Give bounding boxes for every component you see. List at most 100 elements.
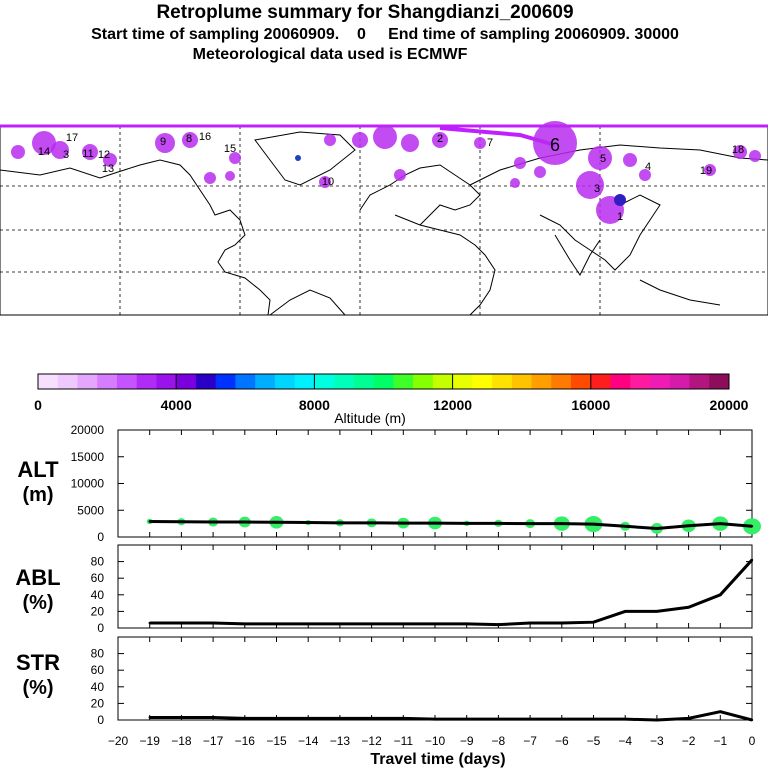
plume-label: 7 <box>487 137 493 149</box>
plume-marker <box>432 132 448 148</box>
x-tick-label: −17 <box>203 734 224 748</box>
plume-marker <box>103 153 117 167</box>
plume-marker-high <box>614 194 626 206</box>
colorbar-swatch <box>373 374 394 389</box>
plume-marker <box>51 141 69 159</box>
panel-alt: 0 5000 10000 15000 20000 ALT(m) <box>17 423 761 544</box>
colorbar-swatch <box>294 374 315 389</box>
colorbar-swatch <box>274 374 296 389</box>
colorbar-tick-label: 16000 <box>571 397 610 413</box>
x-tick-label: −20 <box>108 734 129 748</box>
panel-frame <box>117 544 753 629</box>
x-tick-label: −16 <box>235 734 256 748</box>
colorbar-swatch <box>452 374 473 389</box>
panel-label: STR <box>16 650 60 675</box>
x-tick-label: −3 <box>650 734 664 748</box>
y-tick-label: 10000 <box>71 477 105 491</box>
plume-label: 5 <box>600 153 606 165</box>
plume-markers: 14 3 11 12 17 13 9 8 15 16 10 7 2 6 5 3 4 1 19 18 <box>11 121 761 224</box>
chart-title: Retroplume summary for Shangdianzi_20060… <box>156 2 574 23</box>
data-point <box>750 718 754 722</box>
colorbar-swatch <box>630 374 651 389</box>
plume-marker <box>704 164 716 176</box>
y-tick-label: 0 <box>97 621 104 635</box>
plume-label: 6 <box>550 135 560 155</box>
plume-label: 9 <box>160 136 166 148</box>
plume-marker <box>155 133 175 153</box>
panel-frame <box>117 636 753 721</box>
y-tick-label: 80 <box>91 555 105 569</box>
plume-marker <box>394 169 406 181</box>
data-point <box>148 716 151 719</box>
data-point <box>370 622 373 626</box>
data-point <box>687 606 690 609</box>
colorbar-tick-label: 0 <box>34 397 42 413</box>
plume-marker <box>352 132 368 148</box>
data-point <box>719 710 722 713</box>
plume-label: 3 <box>63 149 69 161</box>
data-point <box>687 524 690 527</box>
plume-marker <box>373 125 397 149</box>
colorbar-swatch <box>156 374 177 389</box>
x-tick-label: −1 <box>713 734 727 748</box>
plume-label: 15 <box>224 143 236 155</box>
plume-marker <box>749 150 761 162</box>
colorbar-swatch <box>511 374 533 389</box>
data-point <box>180 716 183 719</box>
plume-marker <box>576 171 604 199</box>
data-point <box>719 522 722 525</box>
data-point <box>497 522 500 525</box>
plume-label: 18 <box>732 144 744 156</box>
data-point <box>148 621 151 625</box>
colorbar-swatch <box>669 374 691 389</box>
colorbar-swatch <box>472 374 493 389</box>
x-tick-label: −15 <box>266 734 287 748</box>
data-point <box>465 522 468 525</box>
plume-marker-high <box>295 155 301 161</box>
data-point <box>338 521 342 525</box>
data-point <box>560 621 563 625</box>
colorbar-swatch <box>650 374 671 389</box>
data-point <box>624 610 627 613</box>
colorbar-tick-label: 8000 <box>299 397 330 413</box>
data-point <box>211 621 215 625</box>
colorbar-swatch <box>235 374 256 389</box>
x-axis-label: Travel time (days) <box>370 751 505 768</box>
colorbar-swatch <box>590 374 612 389</box>
plume-marker <box>182 132 198 148</box>
plume-marker <box>319 176 331 188</box>
x-tick-label: −4 <box>618 734 632 748</box>
data-point <box>497 623 500 626</box>
coast-south-america <box>269 289 346 316</box>
x-tick-label: −8 <box>492 734 506 748</box>
colorbar-tick-label: 12000 <box>433 397 472 413</box>
data-point <box>338 622 342 626</box>
plume-label: 1 <box>617 211 623 223</box>
data-point <box>402 521 405 525</box>
data-point <box>275 622 278 626</box>
y-tick-label: 20000 <box>71 423 105 437</box>
data-point <box>243 622 246 626</box>
colorbar-swatch <box>57 374 78 389</box>
x-tick-label: −14 <box>298 734 319 748</box>
data-point <box>211 520 215 524</box>
x-tick-label: −13 <box>330 734 351 748</box>
colorbar-swatch <box>334 374 355 389</box>
coast-europe <box>359 164 481 226</box>
coast-africa <box>394 214 496 316</box>
colorbar-swatch <box>195 374 217 389</box>
plume-marker <box>588 146 612 170</box>
colorbar-swatch <box>571 374 592 389</box>
data-point <box>497 717 500 721</box>
data-point <box>465 717 468 721</box>
altitude-colorbar: 0 4000 8000 12000 16000 20000 <box>34 373 749 413</box>
map-coastlines <box>0 131 768 316</box>
panel-unit-label: (%) <box>22 592 53 614</box>
data-point <box>180 621 183 625</box>
data-point <box>307 622 310 626</box>
y-tick-label: 5000 <box>77 503 104 517</box>
plume-label: 8 <box>186 133 192 145</box>
colorbar-swatch <box>551 374 572 389</box>
x-tick-label: −10 <box>425 734 446 748</box>
colorbar-swatch <box>413 374 434 389</box>
